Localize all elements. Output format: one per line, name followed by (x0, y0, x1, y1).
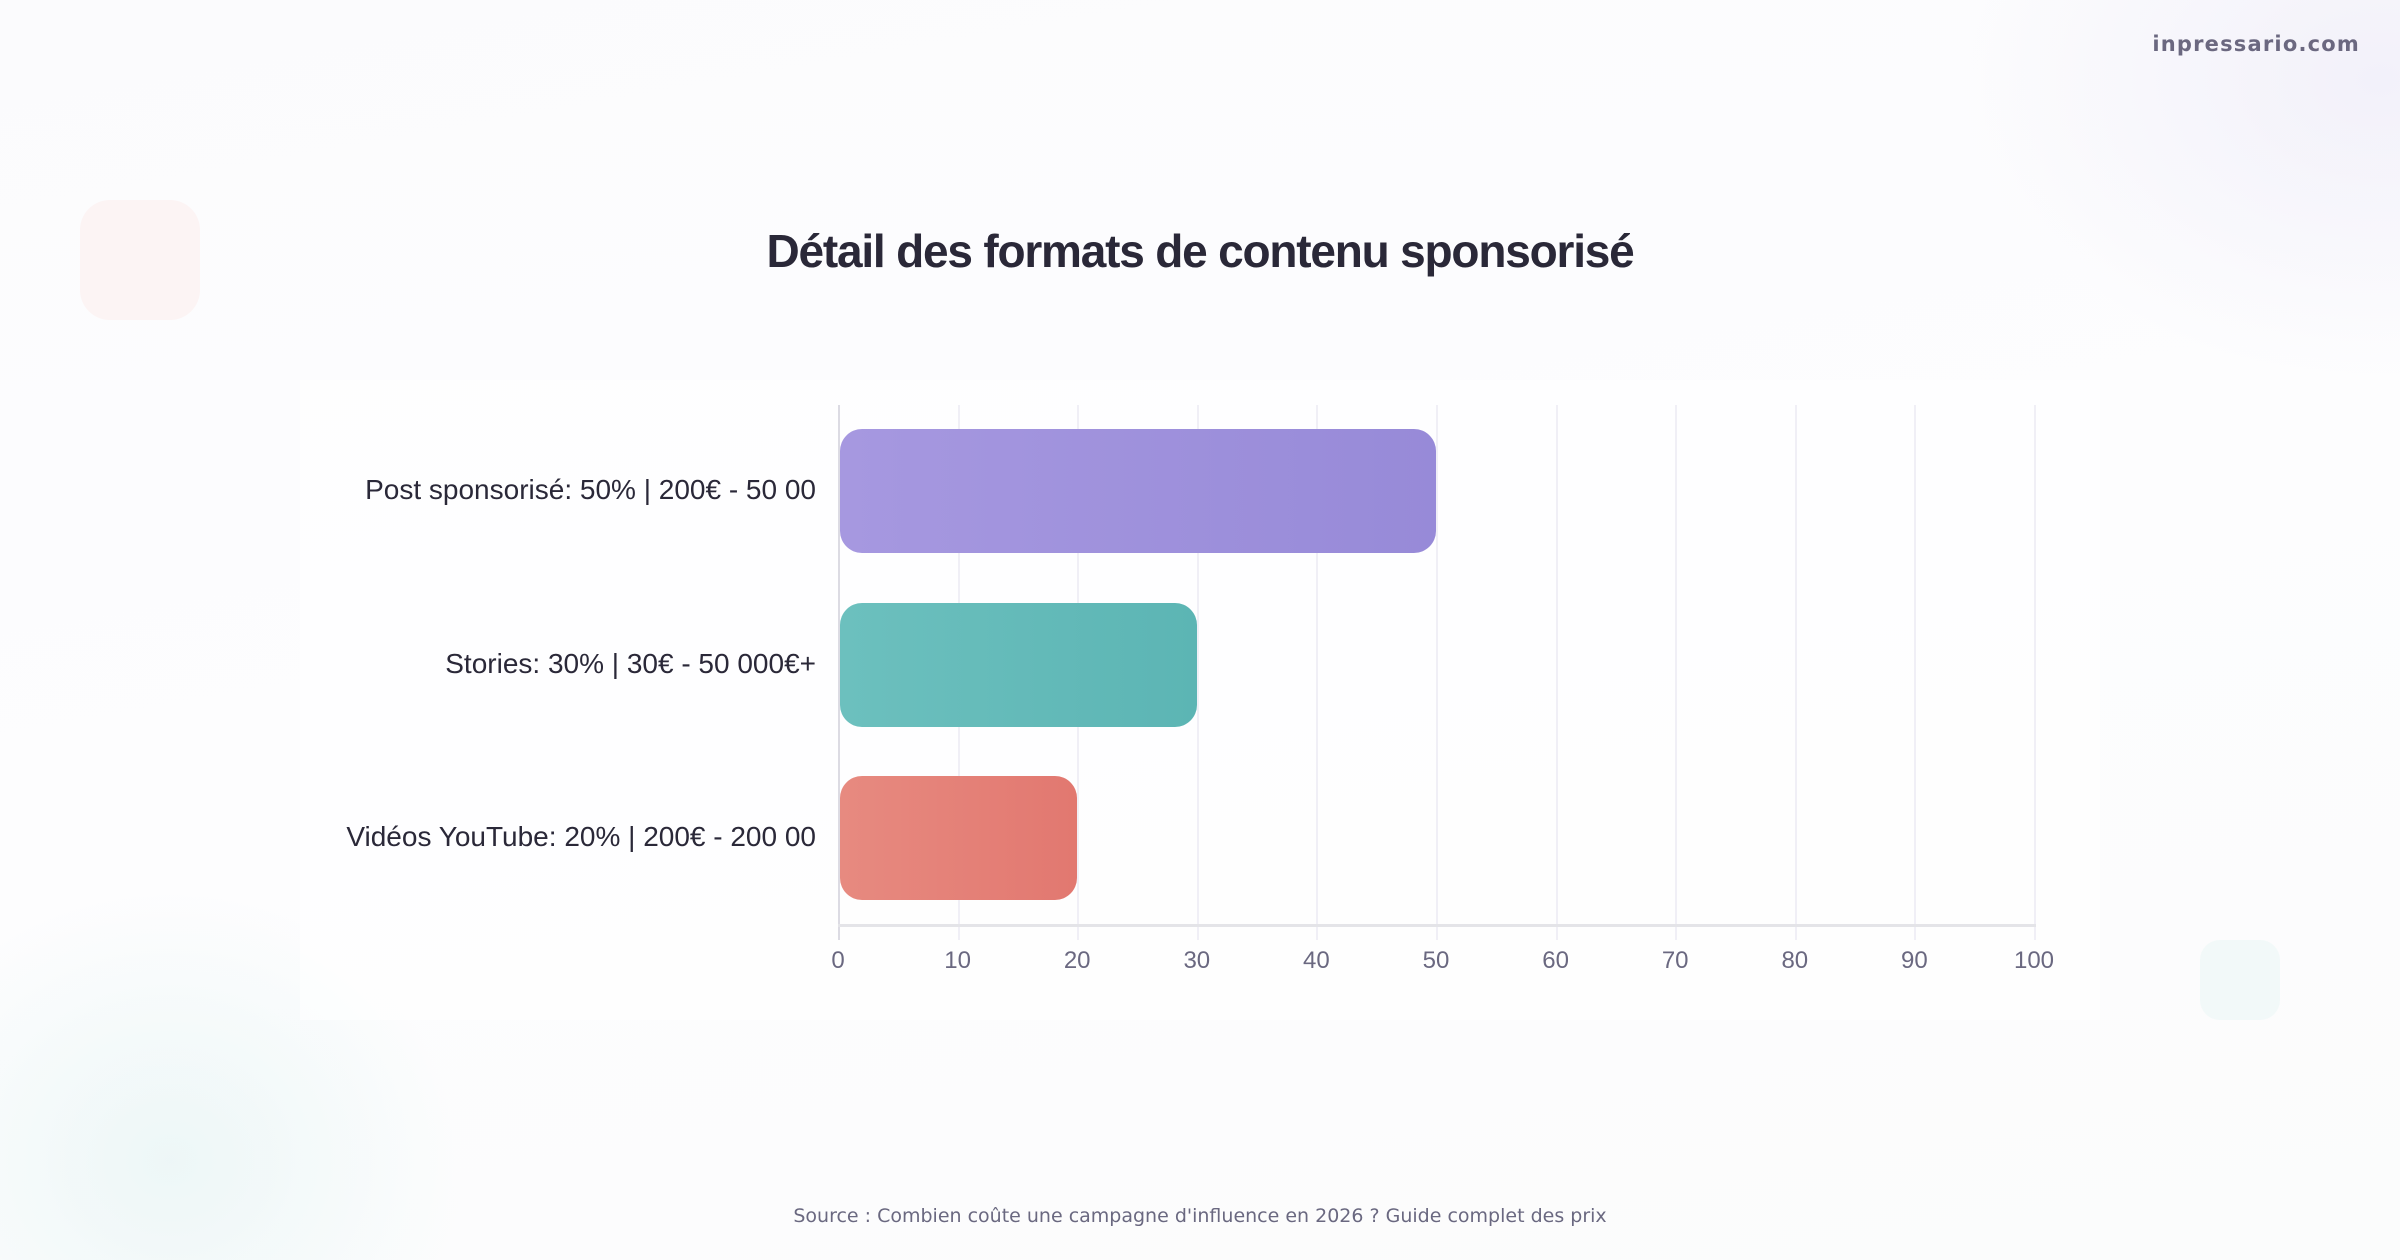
bar-stories[interactable] (840, 603, 1197, 727)
gridline (1316, 405, 1319, 940)
x-tick-label: 60 (1542, 947, 1569, 974)
x-tick-label: 10 (944, 947, 971, 974)
category-label-post: Post sponsorisé: 50% | 200€ - 50 00 (365, 474, 816, 505)
gridline (2034, 405, 2036, 940)
x-tick-label: 70 (1661, 947, 1689, 974)
category-label-youtube: Vidéos YouTube: 20% | 200€ - 200 00 (346, 821, 816, 852)
chart-title: Détail des formats de contenu sponsorisé (766, 225, 1634, 277)
brand-watermark: inpressario.com (2152, 32, 2360, 56)
decorative-square-mint (2200, 940, 2280, 1020)
decorative-square-pink (80, 200, 200, 320)
gridline (1675, 405, 1678, 940)
gridline (1436, 405, 1438, 940)
plot-area: 0 10 20 30 40 50 60 70 80 90 100 (831, 405, 2054, 974)
x-tick-label: 100 (2013, 947, 2055, 974)
category-label-stories: Stories: 30% | 30€ - 50 000€+ (445, 648, 816, 679)
gridline (1196, 405, 1199, 940)
x-axis-line (838, 924, 2036, 927)
y-axis-line (838, 405, 840, 940)
x-tick-label: 0 (831, 947, 845, 974)
bar-post-sponsorise[interactable] (840, 429, 1436, 553)
bar-videos-youtube[interactable] (840, 776, 1077, 900)
source-caption: Source : Combien coûte une campagne d'in… (793, 1205, 1607, 1227)
gridline (1555, 405, 1558, 940)
gridline (1914, 405, 1917, 940)
x-tick-label: 40 (1303, 947, 1330, 974)
x-tick-label: 80 (1781, 947, 1809, 974)
gridline (1794, 405, 1797, 940)
x-tick-label: 20 (1063, 947, 1091, 974)
x-tick-label: 90 (1901, 947, 1928, 974)
x-tick-label: 50 (1422, 947, 1450, 974)
x-tick-label: 30 (1183, 947, 1211, 974)
